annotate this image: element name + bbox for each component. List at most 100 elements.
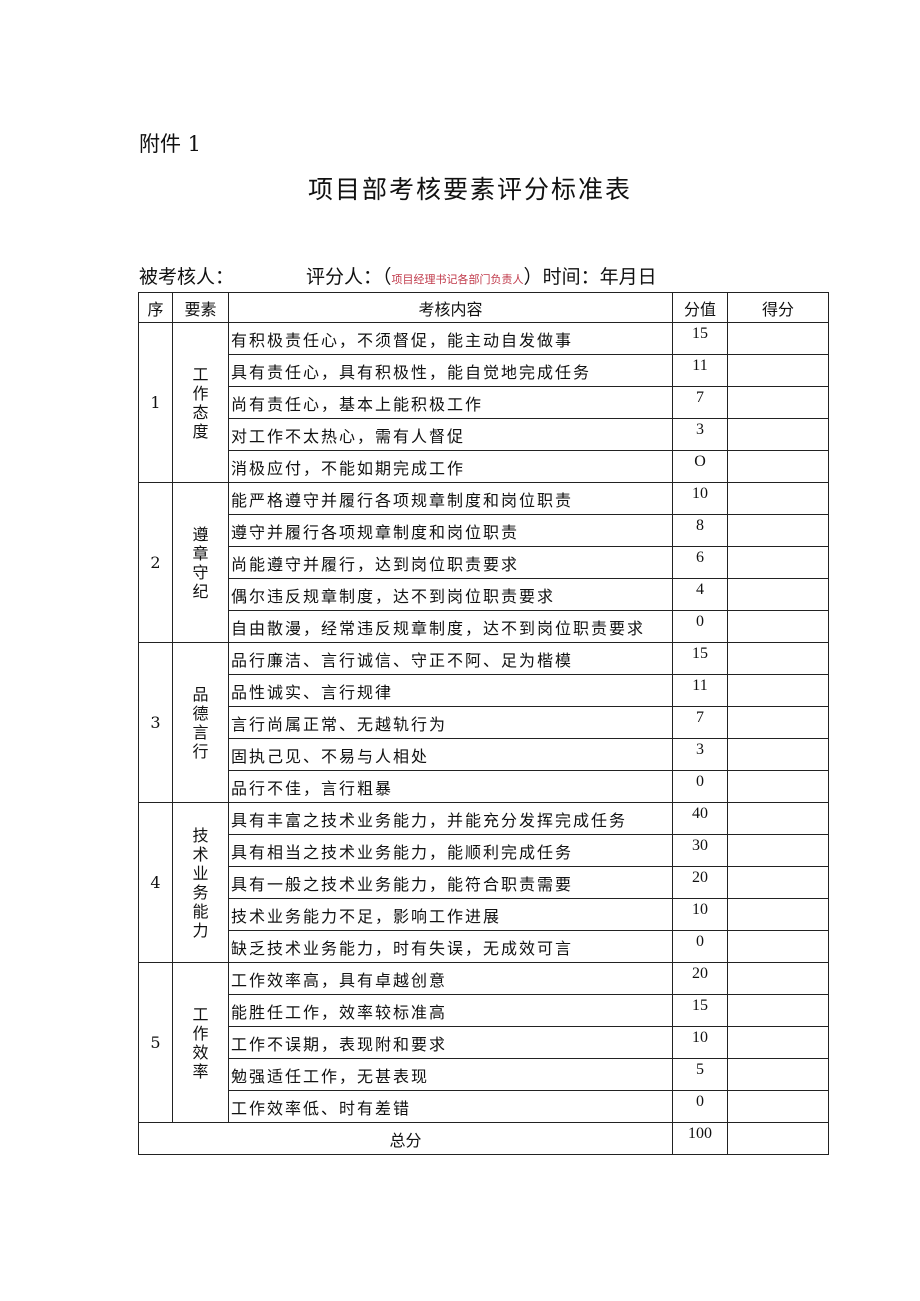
element-label: 遵章守纪 <box>192 524 209 601</box>
criterion-points: 11 <box>672 354 728 387</box>
criterion-points: 6 <box>672 546 728 579</box>
criterion-text: 尚能遵守并履行，达到岗位职责要求 <box>228 546 673 579</box>
table-row: 勉强适任工作，无甚表现 5 <box>139 1058 829 1091</box>
total-row: 总分 100 <box>138 1122 829 1155</box>
criterion-text: 固执己见、不易与人相处 <box>228 738 673 771</box>
table-row: 品性诚实、言行规律 11 <box>139 674 829 707</box>
criterion-text: 勉强适任工作，无甚表现 <box>228 1058 673 1091</box>
score-input-cell[interactable] <box>727 322 829 355</box>
table-row: 4 技术业务能力 具有丰富之技术业务能力，并能充分发挥完成任务 40 <box>138 802 829 963</box>
group-seq: 1 <box>138 322 173 483</box>
group-element: 品德言行 <box>172 642 229 803</box>
criterion-text: 品行廉洁、言行诚信、守正不阿、足为楷模 <box>228 642 673 675</box>
group-seq: 5 <box>138 962 173 1123</box>
header-points: 分值 <box>672 292 728 323</box>
criterion-points: 7 <box>672 706 728 739</box>
criterion-points: 10 <box>672 1026 728 1059</box>
score-input-cell[interactable] <box>727 418 829 451</box>
group-seq: 3 <box>138 642 173 803</box>
group-element: 工作效率 <box>172 962 229 1123</box>
criterion-points: O <box>672 450 728 483</box>
group-seq: 4 <box>138 802 173 963</box>
header-element: 要素 <box>172 292 229 323</box>
criterion-points: 15 <box>672 994 728 1027</box>
score-input-cell[interactable] <box>727 1058 829 1091</box>
table-row: 固执己见、不易与人相处 3 <box>139 738 829 771</box>
table-row: 具有一般之技术业务能力，能符合职责需要 20 <box>139 866 829 899</box>
header-score: 得分 <box>727 292 829 323</box>
score-input-cell[interactable] <box>727 642 829 675</box>
form-meta: 被考核人： 评分人：（项目经理书记各部门负责人）时间：年月日 <box>139 262 657 289</box>
total-score-cell[interactable] <box>727 1122 829 1155</box>
table-row: 工作效率低、时有差错 0 <box>139 1090 829 1123</box>
score-input-cell[interactable] <box>727 866 829 899</box>
score-input-cell[interactable] <box>727 482 829 515</box>
criterion-points: 20 <box>672 866 728 899</box>
criterion-points: 15 <box>672 322 728 355</box>
criterion-points: 3 <box>672 738 728 771</box>
criterion-points: 40 <box>672 802 728 835</box>
criterion-text: 尚有责任心，基本上能积极工作 <box>228 386 673 419</box>
group-element: 技术业务能力 <box>172 802 229 963</box>
criterion-points: 0 <box>672 770 728 803</box>
criterion-text: 品行不佳，言行粗暴 <box>228 770 673 803</box>
table-row: 5 工作效率 工作效率高，具有卓越创意 20 <box>138 962 829 1123</box>
criterion-text: 工作不误期，表现附和要求 <box>228 1026 673 1059</box>
criterion-points: 0 <box>672 610 728 643</box>
table-row: 尚有责任心，基本上能积极工作 7 <box>139 386 829 419</box>
table-row: 缺乏技术业务能力，时有失误，无成效可言 0 <box>139 930 829 963</box>
table-row: 对工作不太热心，需有人督促 3 <box>139 418 829 451</box>
score-input-cell[interactable] <box>727 578 829 611</box>
score-input-cell[interactable] <box>727 706 829 739</box>
criterion-text: 技术业务能力不足，影响工作进展 <box>228 898 673 931</box>
score-input-cell[interactable] <box>727 770 829 803</box>
criterion-points: 10 <box>672 898 728 931</box>
criterion-text: 言行尚属正常、无越轨行为 <box>228 706 673 739</box>
score-input-cell[interactable] <box>727 962 829 995</box>
table-header-row: 序 要素 考核内容 分值 得分 <box>138 292 829 323</box>
score-input-cell[interactable] <box>727 994 829 1027</box>
table-row: 品行不佳，言行粗暴 0 <box>139 770 829 803</box>
criterion-text: 工作效率低、时有差错 <box>228 1090 673 1123</box>
score-input-cell[interactable] <box>727 930 829 963</box>
criterion-text: 能胜任工作，效率较标准高 <box>228 994 673 1027</box>
rater-note: 项目经理书记各部门负责人 <box>391 273 524 286</box>
element-label: 品德言行 <box>192 684 209 761</box>
criterion-points: 15 <box>672 642 728 675</box>
score-input-cell[interactable] <box>727 1090 829 1123</box>
score-input-cell[interactable] <box>727 546 829 579</box>
time-label: 时间：年月日 <box>542 266 657 288</box>
element-label: 工作效率 <box>192 1004 209 1081</box>
score-input-cell[interactable] <box>727 1026 829 1059</box>
table-row: 具有责任心，具有积极性，能自觉地完成任务 11 <box>139 354 829 387</box>
table-row: 工作不误期，表现附和要求 10 <box>139 1026 829 1059</box>
score-input-cell[interactable] <box>727 354 829 387</box>
criterion-points: 10 <box>672 482 728 515</box>
score-input-cell[interactable] <box>727 386 829 419</box>
criterion-text: 偶尔违反规章制度，达不到岗位职责要求 <box>228 578 673 611</box>
group-element: 工作态度 <box>172 322 229 483</box>
table-row: 尚能遵守并履行，达到岗位职责要求 6 <box>139 546 829 579</box>
criterion-text: 对工作不太热心，需有人督促 <box>228 418 673 451</box>
header-content: 考核内容 <box>228 292 673 323</box>
criterion-text: 具有一般之技术业务能力，能符合职责需要 <box>228 866 673 899</box>
score-input-cell[interactable] <box>727 610 829 643</box>
assessee-label: 被考核人： <box>139 266 235 288</box>
criterion-text: 具有责任心，具有积极性，能自觉地完成任务 <box>228 354 673 387</box>
criterion-text: 具有丰富之技术业务能力，并能充分发挥完成任务 <box>228 802 673 835</box>
score-input-cell[interactable] <box>727 834 829 867</box>
score-input-cell[interactable] <box>727 802 829 835</box>
table-row: 2 遵章守纪 能严格遵守并履行各项规章制度和岗位职责 10 <box>138 482 829 643</box>
score-input-cell[interactable] <box>727 898 829 931</box>
element-label: 工作态度 <box>192 364 209 441</box>
table-row: 3 品德言行 品行廉洁、言行诚信、守正不阿、足为楷模 15 <box>138 642 829 803</box>
header-seq: 序 <box>138 292 173 323</box>
score-input-cell[interactable] <box>727 738 829 771</box>
score-input-cell[interactable] <box>727 514 829 547</box>
criterion-points: 0 <box>672 1090 728 1123</box>
score-input-cell[interactable] <box>727 450 829 483</box>
criterion-text: 缺乏技术业务能力，时有失误，无成效可言 <box>228 930 673 963</box>
attachment-label: 附件 1 <box>139 132 202 156</box>
score-input-cell[interactable] <box>727 674 829 707</box>
criterion-points: 11 <box>672 674 728 707</box>
